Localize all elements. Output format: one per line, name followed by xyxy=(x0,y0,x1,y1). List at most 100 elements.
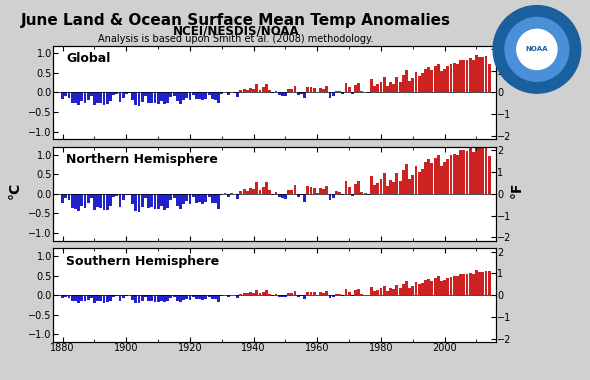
Bar xyxy=(367,194,370,195)
Bar xyxy=(421,73,424,92)
Bar xyxy=(211,194,214,203)
Bar xyxy=(310,187,312,194)
Bar xyxy=(434,277,437,295)
Bar xyxy=(383,286,386,295)
Bar xyxy=(74,295,77,301)
Bar xyxy=(157,194,159,209)
Bar xyxy=(443,280,446,295)
Bar xyxy=(421,283,424,295)
Bar xyxy=(294,185,297,194)
Bar xyxy=(431,281,434,295)
Bar xyxy=(395,174,398,194)
Bar xyxy=(125,92,128,94)
Bar xyxy=(96,295,99,301)
Bar xyxy=(434,65,437,92)
Bar xyxy=(278,295,281,297)
Bar xyxy=(237,194,239,199)
Text: Global: Global xyxy=(66,52,111,65)
Text: Analysis is based upon Smith et al. (2008) methodology.: Analysis is based upon Smith et al. (200… xyxy=(99,34,373,44)
Bar xyxy=(93,295,96,302)
Bar xyxy=(358,83,360,92)
Bar xyxy=(278,92,281,95)
Bar xyxy=(74,92,77,103)
Bar xyxy=(128,194,131,195)
Bar xyxy=(472,152,475,194)
Bar xyxy=(208,194,211,197)
Bar xyxy=(383,173,386,194)
Bar xyxy=(237,92,239,97)
Bar xyxy=(379,179,382,194)
Bar xyxy=(376,84,379,92)
Bar xyxy=(221,295,223,296)
Bar xyxy=(370,287,373,295)
Bar xyxy=(354,290,357,295)
Bar xyxy=(274,294,277,295)
Bar xyxy=(284,92,287,97)
Bar xyxy=(484,56,487,92)
Bar xyxy=(478,147,481,194)
Bar xyxy=(303,92,306,98)
Bar xyxy=(453,276,455,295)
Bar xyxy=(64,92,67,96)
Bar xyxy=(103,92,106,105)
Bar xyxy=(205,194,207,202)
Bar xyxy=(326,291,328,295)
Bar xyxy=(367,295,370,296)
Bar xyxy=(402,75,405,92)
Bar xyxy=(176,92,179,101)
Bar xyxy=(185,295,188,299)
Bar xyxy=(135,194,137,211)
Bar xyxy=(306,186,309,194)
Bar xyxy=(249,188,252,194)
Bar xyxy=(240,293,242,295)
Bar xyxy=(456,63,459,92)
Bar xyxy=(90,92,93,97)
Bar xyxy=(169,194,172,200)
Bar xyxy=(160,92,163,101)
Bar xyxy=(363,193,366,194)
Bar xyxy=(274,192,277,194)
Bar xyxy=(437,276,440,295)
Bar xyxy=(463,60,465,92)
Bar xyxy=(313,88,316,92)
Bar xyxy=(463,150,465,194)
Bar xyxy=(100,194,102,208)
Bar xyxy=(61,92,64,99)
Bar xyxy=(179,92,182,104)
Bar xyxy=(450,155,453,194)
Bar xyxy=(128,295,131,296)
Bar xyxy=(61,194,64,203)
Bar xyxy=(112,194,115,197)
Bar xyxy=(472,274,475,295)
Bar xyxy=(115,92,118,95)
Bar xyxy=(303,295,306,299)
Bar xyxy=(459,274,462,295)
Bar xyxy=(468,59,471,92)
Bar xyxy=(160,194,163,206)
Bar xyxy=(373,185,376,194)
Bar xyxy=(360,294,363,295)
Bar xyxy=(233,92,236,93)
Bar xyxy=(106,295,109,302)
Bar xyxy=(80,295,83,301)
Bar xyxy=(434,158,437,194)
Bar xyxy=(253,293,255,295)
Bar xyxy=(147,194,150,208)
Bar xyxy=(354,184,357,194)
Bar xyxy=(192,295,195,297)
Bar xyxy=(221,194,223,195)
Bar xyxy=(447,158,449,194)
Bar xyxy=(185,194,188,201)
Bar xyxy=(119,295,122,301)
Bar xyxy=(332,92,335,96)
Bar xyxy=(405,281,408,295)
Bar xyxy=(119,194,122,207)
Bar xyxy=(189,194,191,204)
Bar xyxy=(408,179,411,194)
Bar xyxy=(185,92,188,98)
Bar xyxy=(418,172,421,194)
Bar xyxy=(415,72,418,92)
Bar xyxy=(427,159,430,194)
Bar xyxy=(290,89,293,92)
Bar xyxy=(157,295,159,302)
